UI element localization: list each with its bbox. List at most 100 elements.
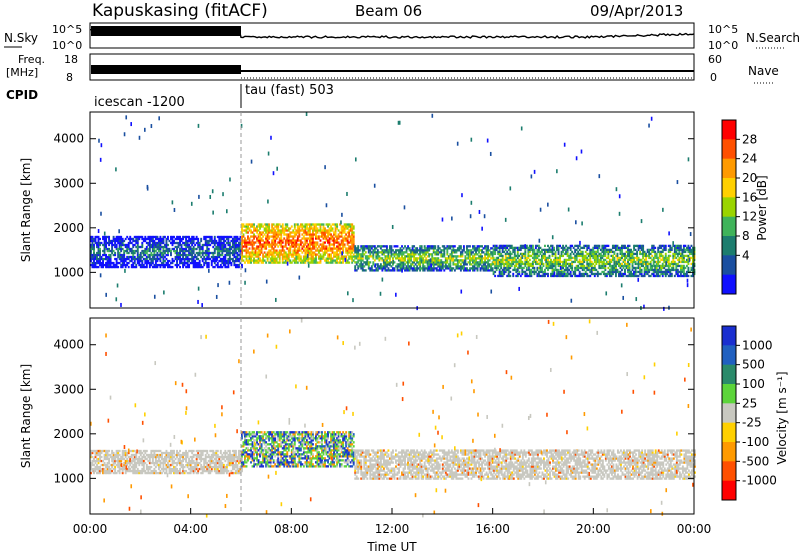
heatmap-cell xyxy=(301,261,304,264)
heatmap-cell xyxy=(580,262,583,266)
heatmap-cell xyxy=(189,253,192,257)
heatmap-cell xyxy=(277,223,280,226)
heatmap-cell xyxy=(498,262,501,266)
heatmap-cell xyxy=(106,235,109,239)
heatmap-cell xyxy=(490,265,493,268)
heatmap-cell xyxy=(621,250,623,254)
heatmap-cell xyxy=(154,257,157,261)
heatmap-cell xyxy=(108,469,111,473)
heatmap-cell xyxy=(121,471,124,475)
heatmap-cell xyxy=(254,235,257,238)
heatmap-cell xyxy=(160,263,163,267)
heatmap-cell xyxy=(127,465,130,469)
heatmap-cell xyxy=(581,272,584,276)
colorbar-segment xyxy=(722,178,736,198)
heatmap-cell xyxy=(203,251,206,255)
heatmap-cell xyxy=(438,263,441,266)
heatmap-cell xyxy=(366,245,369,248)
heatmap-cell xyxy=(631,264,634,268)
heatmap-cell xyxy=(385,265,388,268)
heatmap-cell xyxy=(339,259,342,262)
heatmap-cell xyxy=(153,241,156,245)
heatmap-cell xyxy=(672,241,674,246)
heatmap-cell xyxy=(622,244,625,248)
heatmap-cell xyxy=(459,247,462,250)
heatmap-cell xyxy=(290,225,293,228)
heatmap-cell xyxy=(283,255,286,258)
heatmap-cell xyxy=(469,214,472,219)
heatmap-cell xyxy=(228,280,231,285)
heatmap-cell xyxy=(310,259,313,262)
heatmap-cell xyxy=(590,252,593,256)
heatmap-cell xyxy=(194,263,197,267)
heatmap-cell xyxy=(657,262,660,266)
heatmap-cell xyxy=(554,268,557,272)
heatmap-cell xyxy=(528,246,531,250)
heatmap-cell xyxy=(207,251,210,255)
heatmap-cell xyxy=(133,239,136,243)
heatmap-cell xyxy=(361,253,364,256)
heatmap-cell xyxy=(292,249,295,252)
heatmap-cell xyxy=(168,259,171,263)
heatmap-cell xyxy=(465,247,468,250)
heatmap-cell xyxy=(513,260,516,264)
heatmap-cell xyxy=(180,249,183,253)
heatmap-cell xyxy=(210,261,213,265)
heatmap-cell xyxy=(577,264,580,268)
heatmap-cell xyxy=(120,467,123,471)
heatmap-cell xyxy=(676,270,679,274)
heatmap-cell xyxy=(679,252,682,256)
colorbar-tick-label: 28 xyxy=(742,132,757,146)
heatmap-cell xyxy=(206,241,209,245)
heatmap-cell xyxy=(313,233,316,236)
heatmap-cell xyxy=(679,274,682,278)
heatmap-cell xyxy=(604,252,607,256)
heatmap-cell xyxy=(180,247,183,251)
heatmap-cell xyxy=(91,243,94,247)
heatmap-cell xyxy=(281,231,284,234)
heatmap-cell xyxy=(334,251,337,254)
heatmap-cell xyxy=(678,260,681,264)
heatmap-cell xyxy=(643,274,646,278)
heatmap-cell xyxy=(148,265,151,269)
heatmap-cell xyxy=(382,249,385,252)
heatmap-cell xyxy=(423,255,426,258)
heatmap-cell xyxy=(586,266,589,270)
heatmap-cell xyxy=(432,269,435,272)
heatmap-cell xyxy=(222,263,225,267)
heatmap-cell xyxy=(299,225,302,228)
heatmap-cell xyxy=(351,261,354,264)
heatmap-cell xyxy=(284,243,287,246)
heatmap-cell xyxy=(206,263,209,267)
heatmap-cell xyxy=(519,266,522,270)
heatmap-cell xyxy=(437,261,440,264)
heatmap-cell xyxy=(649,248,652,252)
heatmap-cell xyxy=(476,249,479,252)
heatmap-cell xyxy=(222,257,225,261)
heatmap-cell xyxy=(492,256,495,260)
heatmap-cell xyxy=(221,243,224,247)
heatmap-cell xyxy=(209,243,212,247)
heatmap-cell xyxy=(444,267,447,270)
heatmap-cell xyxy=(340,227,343,230)
heatmap-cell xyxy=(170,265,172,269)
heatmap-cell xyxy=(133,461,136,465)
heatmap-cell xyxy=(244,245,246,248)
heatmap-cell xyxy=(682,244,685,248)
heatmap-cell xyxy=(123,255,126,259)
heatmap-cell xyxy=(663,270,666,274)
heatmap-cell xyxy=(308,245,311,248)
heatmap-cell xyxy=(183,249,186,253)
heatmap-cell xyxy=(123,243,126,247)
heatmap-cell xyxy=(233,259,236,263)
heatmap-cell xyxy=(366,263,369,266)
heatmap-cell xyxy=(596,274,599,278)
heatmap-cell xyxy=(462,265,465,268)
heatmap-cell xyxy=(417,253,420,256)
heatmap-cell xyxy=(569,262,572,266)
heatmap-cell xyxy=(507,264,510,268)
heatmap-cell xyxy=(109,249,112,253)
colorbar-segment xyxy=(722,139,736,160)
heatmap-cell xyxy=(281,239,284,242)
heatmap-cell xyxy=(447,267,450,270)
